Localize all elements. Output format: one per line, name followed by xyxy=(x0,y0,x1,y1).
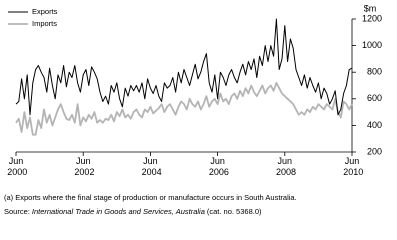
y-tick-label: 1000 xyxy=(362,40,382,50)
source: Source: International Trade in Goods and … xyxy=(4,207,262,216)
series-line xyxy=(15,18,353,116)
y-tick-label: 800 xyxy=(367,67,382,77)
source-ref: (cat. no. 5368.0) xyxy=(207,207,262,216)
x-tick-label: Jun 2010 xyxy=(341,156,364,177)
series-line xyxy=(15,81,353,136)
x-tick-label: Jun 2004 xyxy=(139,156,162,177)
source-label: Source: xyxy=(4,207,30,216)
x-tick-label: Jun 2000 xyxy=(5,156,28,177)
footnote: (a) Exports where the final stage of pro… xyxy=(4,193,297,202)
chart: $m (a) Exports where the final stage of … xyxy=(4,3,382,216)
y-tick-label: 600 xyxy=(367,93,382,103)
y-tick-label: 200 xyxy=(367,146,382,156)
y-tick-label: 400 xyxy=(367,120,382,130)
x-tick-label: Jun 2008 xyxy=(274,156,297,177)
legend-label: Exports xyxy=(32,7,58,16)
y-unit-label: $m xyxy=(364,3,377,13)
y-tick-label: 1200 xyxy=(362,13,382,23)
x-tick-label: Jun 2002 xyxy=(72,156,95,177)
x-tick-label: Jun 2006 xyxy=(206,156,229,177)
legend-label: Imports xyxy=(32,19,57,28)
source-title: International Trade in Goods and Service… xyxy=(32,207,205,216)
